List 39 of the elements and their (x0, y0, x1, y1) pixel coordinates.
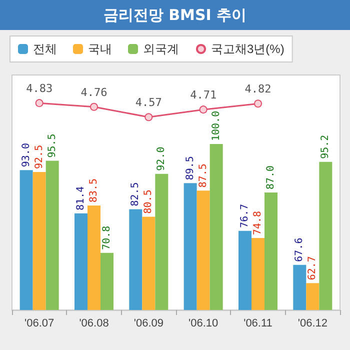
data-label: 62.7 (307, 256, 318, 280)
x-tick-label: '06.11 (244, 318, 272, 330)
legend-label: 국내 (88, 42, 112, 56)
data-label: 4.83 (26, 82, 53, 96)
chart-title: 금리전망 BMSI 추이 (0, 0, 350, 30)
legend-label: 국고채3년(%) (211, 42, 284, 56)
data-label: 4.82 (244, 82, 272, 96)
data-label: 80.5 (143, 190, 154, 214)
point (35, 99, 44, 108)
data-label: 95.5 (46, 134, 58, 158)
data-label: 4.57 (135, 96, 162, 110)
x-tick-label: '06.08 (79, 318, 109, 330)
data-label: 70.8 (102, 226, 112, 250)
data-label: 82.5 (130, 182, 142, 206)
x-tick-label: '06.09 (134, 318, 164, 330)
data-label: 87.0 (266, 165, 276, 190)
point (254, 100, 262, 108)
data-label: 67.6 (294, 238, 306, 262)
data-label: 95.2 (320, 134, 332, 159)
data-label: 89.5 (184, 156, 196, 180)
data-label: 92.5 (34, 144, 45, 169)
x-tick-label: '06.07 (24, 318, 54, 330)
data-label: 4.76 (80, 86, 108, 99)
data-label: 100.0 (210, 110, 222, 142)
legend-label: 외국계 (143, 42, 179, 56)
data-label: 76.7 (240, 204, 250, 228)
point (144, 113, 153, 122)
data-label: 74.8 (252, 210, 264, 236)
data-label: 87.5 (198, 164, 209, 188)
point (90, 102, 98, 111)
data-label: 81.4 (76, 186, 86, 210)
data-label: 4.71 (190, 88, 217, 102)
x-tick-label: '06.12 (298, 318, 328, 330)
legend-label: 전체 (33, 42, 57, 56)
data-label: 83.5 (88, 178, 100, 203)
point (199, 106, 208, 114)
data-label: 92.0 (156, 146, 168, 171)
data-label: 93.0 (20, 143, 32, 168)
x-tick-label: '06.10 (188, 318, 218, 330)
